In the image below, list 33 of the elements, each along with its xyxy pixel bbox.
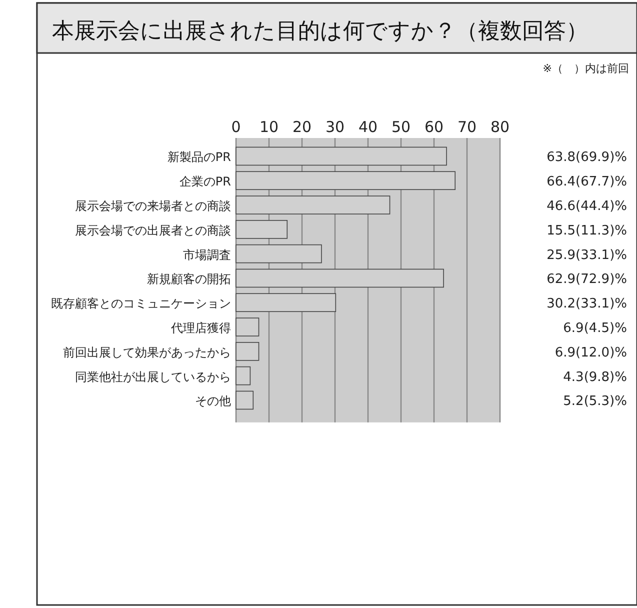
text: ※（ ）内は前回 [542,62,629,75]
x-tick-label: 50 [391,118,411,136]
data-label: 66.4(67.7)% [546,174,627,190]
data-label: 5.2(5.3)% [563,394,627,410]
data-label: 6.9(4.5)% [563,321,627,336]
data-label: 4.3(9.8)% [563,370,627,385]
x-tick-label: 10 [259,118,279,136]
x-tick-label: 40 [358,118,378,136]
x-tick-label: 60 [424,118,444,136]
data-label: 63.8(69.9)% [546,150,627,166]
data-label: 30.2(33.1)% [546,296,627,312]
y-tick-label: 同業他社が出展しているから [75,370,231,384]
data-label: 62.9(72.9)% [546,272,627,288]
data-label: 25.9(33.1)% [546,248,627,263]
y-tick-label: 新製品のPR [167,150,231,164]
x-tick-label: 0 [231,118,241,136]
y-tick-label: 既存顧客とのコミュニケーション [51,296,231,311]
data-label: 15.5(11.3)% [546,223,627,238]
x-tick-label: 70 [457,118,477,136]
chart-title: 本展示会に出展された目的は何ですか？（複数回答） [52,19,588,44]
y-tick-label: 市場調査 [183,248,231,262]
y-tick-label: その他 [195,394,231,408]
data-label: 46.6(44.4)% [546,199,627,214]
x-tick-label: 80 [490,118,510,136]
y-tick-label: 展示会場での来場者との商談 [75,199,231,213]
y-tick-label: 企業のPR [179,174,231,189]
x-tick-label: 30 [325,118,345,136]
data-label: 6.9(12.0)% [554,345,627,360]
y-tick-label: 前回出展して効果があったから [63,345,231,360]
y-tick-label: 新規顧客の開拓 [147,272,231,286]
y-tick-label: 代理店獲得 [170,321,231,335]
y-tick-label: 展示会場での出展者との商談 [75,223,231,238]
x-tick-label: 20 [292,118,312,136]
